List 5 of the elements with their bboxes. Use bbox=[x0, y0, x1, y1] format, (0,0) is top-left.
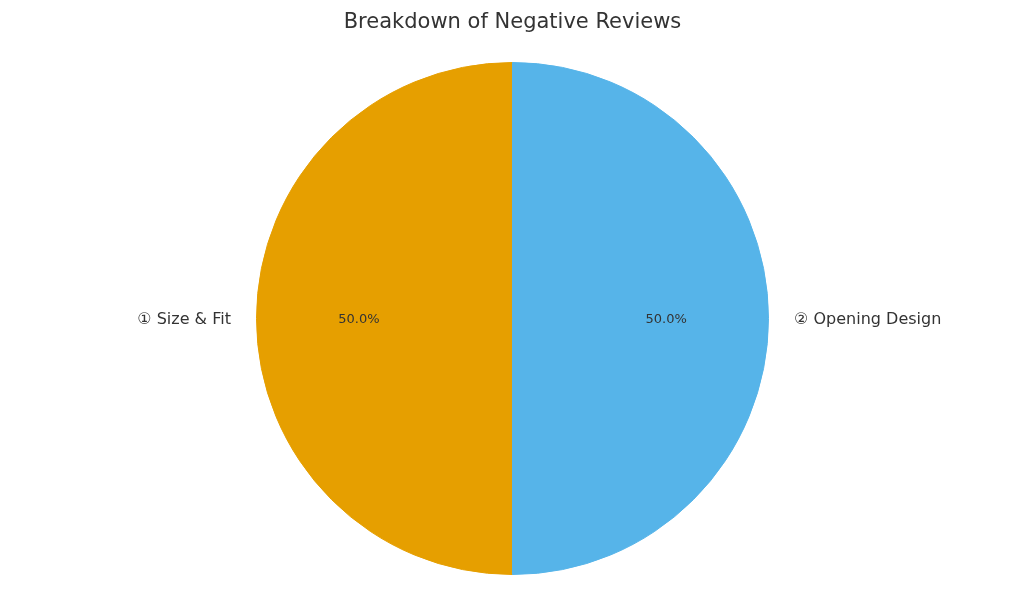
slice-label: ① Size & Fit bbox=[137, 309, 231, 328]
data-label: 50.0% bbox=[645, 311, 687, 326]
data-label: 50.0% bbox=[338, 311, 380, 326]
slice-label: ② Opening Design bbox=[794, 309, 942, 328]
chart-title: Breakdown of Negative Reviews bbox=[343, 8, 682, 33]
